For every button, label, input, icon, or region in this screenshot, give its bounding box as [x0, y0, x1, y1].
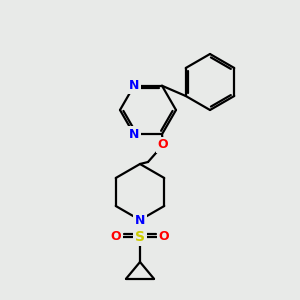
Text: O: O: [158, 139, 168, 152]
Text: O: O: [111, 230, 121, 244]
Text: N: N: [135, 214, 145, 226]
Text: N: N: [129, 79, 139, 92]
Text: O: O: [159, 230, 169, 244]
Text: N: N: [129, 128, 139, 141]
Text: S: S: [135, 230, 145, 244]
